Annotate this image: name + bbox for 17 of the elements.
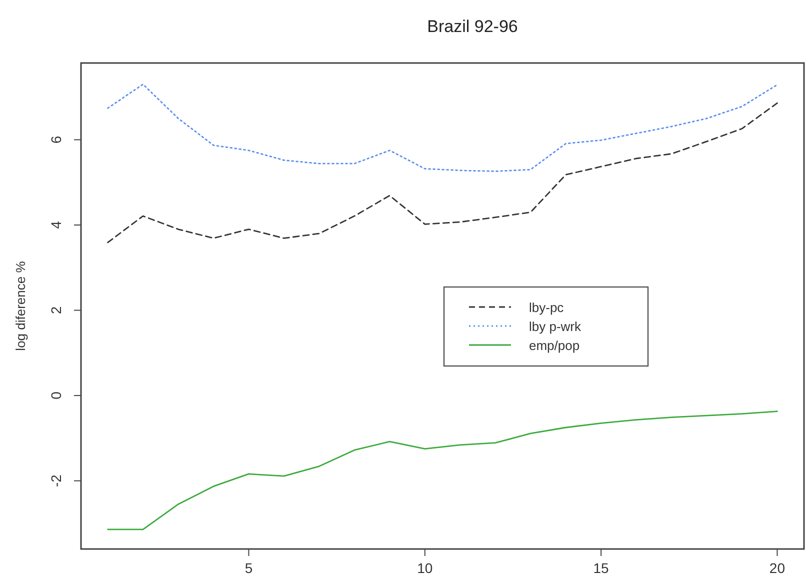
y-axis-title: log diference % xyxy=(13,260,28,351)
y-tick-label: 0 xyxy=(48,391,64,400)
y-tick-label: 6 xyxy=(48,136,64,144)
line-series xyxy=(107,410,778,530)
x-tick-label: 10 xyxy=(417,560,433,576)
x-tick-label: 20 xyxy=(769,560,786,576)
line-series xyxy=(107,102,778,244)
chart-title: Brazil 92-96 xyxy=(427,17,518,36)
y-tick-label: -2 xyxy=(48,474,64,488)
legend-label: emp/pop xyxy=(529,338,580,353)
legend-label: lby p-wrk xyxy=(529,319,582,334)
y-tick-label: 4 xyxy=(48,220,64,229)
y-tick-label: 2 xyxy=(48,306,64,314)
x-tick-label: 15 xyxy=(593,560,610,576)
line-series xyxy=(107,84,778,172)
x-tick-label: 5 xyxy=(244,560,253,576)
legend-label: lby-pc xyxy=(529,300,564,315)
